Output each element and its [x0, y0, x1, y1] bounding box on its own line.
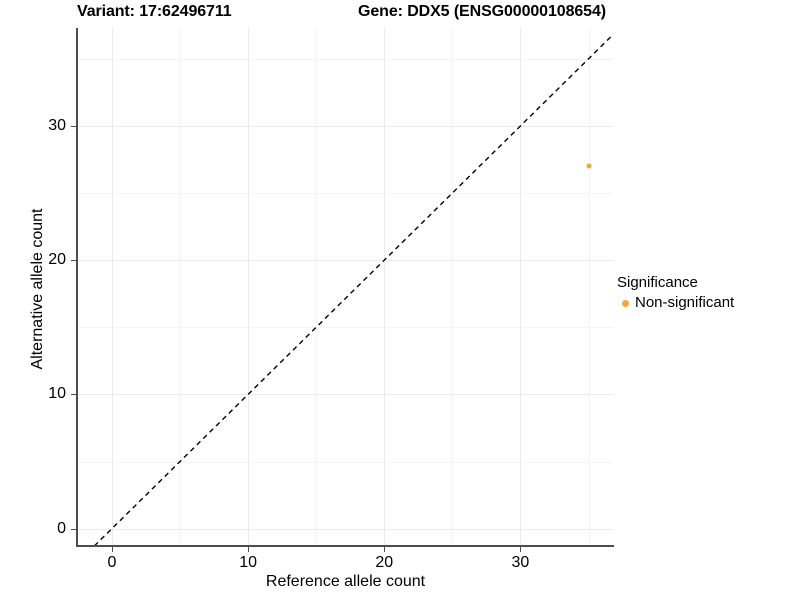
- x-axis-tick-label: 30: [511, 554, 530, 571]
- legend-item[interactable]: Non-significant: [617, 294, 734, 312]
- gridline-horizontal: [78, 528, 613, 530]
- gridline-vertical: [180, 28, 182, 546]
- legend-item-label: Non-significant: [635, 294, 735, 311]
- y-axis-tick: [71, 528, 76, 530]
- gridline-vertical: [384, 28, 386, 546]
- x-axis-tick-label: 20: [375, 554, 394, 571]
- plot-panel: [78, 28, 613, 546]
- y-axis-tick-label: 0: [57, 519, 66, 537]
- y-axis-tick: [71, 394, 76, 396]
- y-axis-tick-label: 20: [48, 251, 66, 269]
- data-point[interactable]: [586, 163, 591, 169]
- gridline-vertical: [248, 28, 250, 546]
- gridline-horizontal: [78, 327, 613, 329]
- gridline-horizontal: [78, 193, 613, 195]
- y-axis-tick: [71, 260, 76, 262]
- x-axis-tick-label: 0: [107, 554, 117, 571]
- legend-entries: Non-significant: [617, 294, 734, 312]
- variant-title: Variant: 17:62496711: [77, 3, 232, 20]
- gridline-vertical: [452, 28, 454, 546]
- gridline-horizontal: [78, 461, 613, 463]
- y-axis-line: [76, 28, 78, 547]
- gridline-vertical: [588, 28, 590, 546]
- y-axis-title: Alternative allele count: [29, 208, 46, 370]
- y-axis-tick-label: 10: [48, 385, 66, 403]
- x-axis-title: Reference allele count: [265, 573, 426, 590]
- gridline-horizontal: [78, 394, 613, 396]
- y-axis-tick: [71, 126, 76, 127]
- gridline-horizontal: [78, 126, 613, 127]
- x-axis-tick: [248, 547, 250, 552]
- gridline-horizontal: [78, 260, 613, 262]
- x-axis-tick: [112, 547, 113, 552]
- x-axis-tick: [520, 547, 522, 552]
- y-axis-tick-label: 30: [48, 117, 66, 134]
- gridline-horizontal: [78, 58, 613, 60]
- legend-title: Significance: [617, 274, 698, 291]
- x-axis-tick: [384, 547, 386, 552]
- gridline-vertical: [520, 28, 522, 546]
- legend-marker-icon: [617, 295, 633, 311]
- reference-line-y-equals-x: [93, 34, 613, 546]
- gridline-vertical: [316, 28, 318, 546]
- gene-title: Gene: DDX5 (ENSG00000108654): [358, 3, 606, 20]
- x-axis-tick-label: 10: [239, 554, 258, 571]
- legend: Significance Non-significant: [617, 274, 734, 312]
- x-axis-line: [76, 545, 614, 547]
- gridline-vertical: [112, 28, 113, 546]
